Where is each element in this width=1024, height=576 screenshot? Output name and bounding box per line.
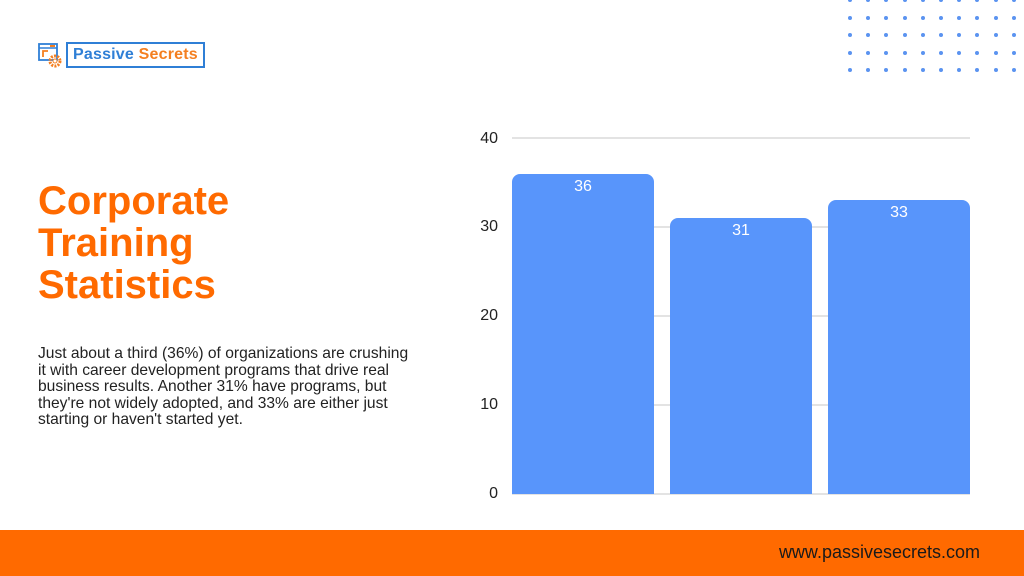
y-tick-40: 40 (480, 130, 498, 147)
dot (902, 68, 907, 72)
dot (975, 33, 980, 37)
dot (975, 68, 980, 72)
dot (993, 50, 998, 55)
dot (902, 0, 907, 2)
logo: Passive Secrets (38, 42, 205, 68)
bar: 33 (828, 200, 970, 494)
y-tick-0: 0 (489, 485, 498, 502)
dot (920, 33, 925, 37)
dot (884, 50, 889, 55)
website-link[interactable]: www.passivesecrets.com (778, 542, 980, 562)
dot (993, 68, 998, 72)
logo-text-passive: Passive (73, 46, 135, 63)
dot (1011, 15, 1016, 20)
bar-chart: 40 30 20 10 0 36 31 33 (470, 130, 980, 510)
dot (884, 68, 889, 72)
dot (975, 50, 980, 55)
dot (1011, 50, 1016, 55)
dot (957, 68, 962, 72)
browser-gear-icon (38, 42, 62, 68)
dot (884, 0, 889, 2)
y-tick-30: 30 (480, 218, 498, 235)
dot (957, 0, 962, 2)
title-line-2: Training (38, 221, 194, 265)
dot (848, 0, 852, 2)
dot (884, 15, 889, 20)
dot (920, 0, 925, 2)
dot (938, 50, 943, 55)
decorative-dot-grid (845, 0, 1024, 83)
dot (848, 15, 852, 20)
dot (1011, 0, 1016, 2)
dot (920, 68, 925, 72)
bar-value-label: 36 (574, 177, 592, 195)
description-text: Just about a third (36%) of organization… (38, 345, 409, 428)
logo-text-secrets: Secrets (138, 46, 198, 63)
dot (848, 50, 852, 55)
dot (938, 33, 943, 37)
dot (1011, 68, 1016, 72)
y-tick-10: 10 (480, 396, 498, 413)
dot (938, 68, 943, 72)
x-axis-line (512, 493, 970, 495)
gridline (512, 137, 970, 139)
dot (938, 15, 943, 20)
title-line-3: Statistics (38, 263, 216, 307)
dot (866, 15, 871, 20)
dot (993, 33, 998, 37)
dot (866, 68, 871, 72)
dot (884, 33, 889, 37)
dot (957, 15, 962, 20)
bar-value-label: 31 (732, 222, 750, 240)
dot (920, 50, 925, 55)
dot (957, 50, 962, 55)
dot (938, 0, 943, 2)
logo-wordmark: Passive Secrets (66, 42, 205, 68)
dot (866, 50, 871, 55)
page-title: Corporate Training Statistics (38, 180, 229, 306)
dot (866, 33, 871, 37)
dot (848, 33, 852, 37)
footer-bar: www.passivesecrets.com (0, 530, 1024, 576)
bar: 31 (670, 218, 812, 494)
dot (848, 68, 852, 72)
dot (993, 15, 998, 20)
dot (975, 15, 980, 20)
bar: 36 (512, 173, 654, 494)
dot (902, 15, 907, 20)
dot (993, 0, 998, 2)
dot (975, 0, 980, 2)
dot (866, 0, 871, 2)
dot (957, 33, 962, 37)
bar-value-label: 33 (890, 204, 908, 222)
dot (902, 50, 907, 55)
dot (920, 15, 925, 20)
y-tick-20: 20 (480, 307, 498, 324)
title-line-1: Corporate (38, 179, 230, 223)
dot (1011, 33, 1016, 37)
dot (902, 33, 907, 37)
